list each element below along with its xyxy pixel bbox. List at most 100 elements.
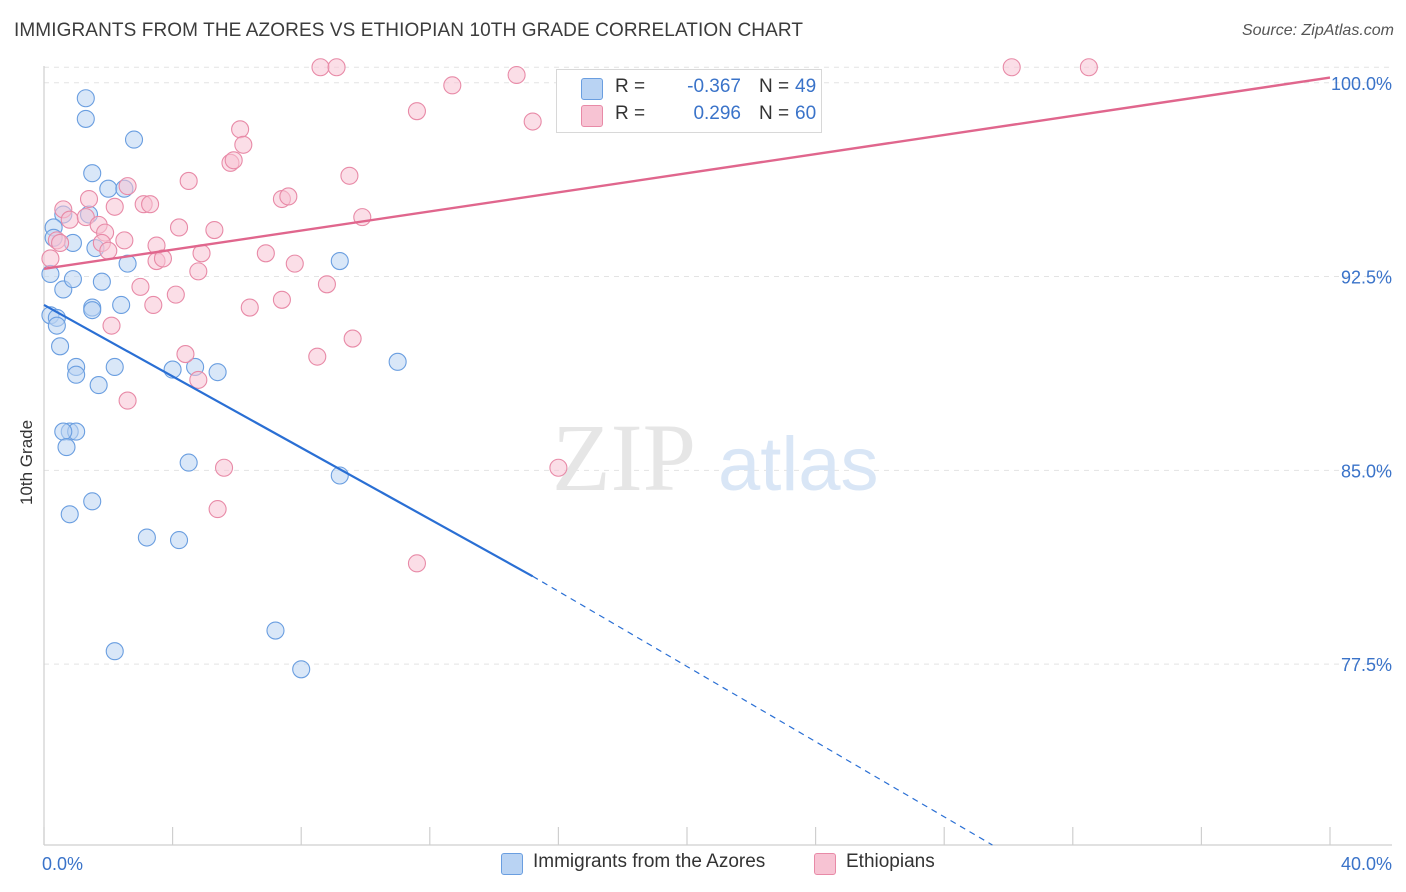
point-azores: [54, 422, 73, 441]
point-ethiopians: [214, 458, 234, 477]
x-tick-label-min: 0.0%: [42, 854, 83, 874]
y-tick-label: 85.0%: [1341, 461, 1392, 481]
point-ethiopians: [208, 500, 227, 519]
bottom-legend-swatch-azores: [501, 853, 523, 875]
point-ethiopians: [115, 231, 134, 250]
point-ethiopians: [118, 391, 137, 410]
y-axis-label-wrap: 10th Grade: [17, 420, 37, 605]
point-ethiopians: [51, 233, 70, 253]
point-ethiopians: [141, 195, 160, 214]
point-azores: [51, 337, 70, 356]
correlation-legend: R = -0.367 N = 49 R = 0.296 N = 60: [556, 69, 822, 133]
point-azores: [67, 365, 86, 384]
point-azores: [76, 89, 95, 108]
point-azores: [137, 528, 156, 547]
point-azores: [92, 272, 111, 291]
legend-r-label: R =: [615, 103, 646, 124]
point-ethiopians: [99, 241, 118, 260]
point-ethiopians: [311, 58, 330, 77]
point-azores: [76, 109, 95, 128]
source-label: Source: ZipAtlas.com: [1241, 22, 1394, 39]
point-ethiopians: [317, 275, 336, 294]
chart-title: IMMIGRANTS FROM THE AZORES VS ETHIOPIAN …: [14, 20, 804, 41]
point-azores: [112, 295, 131, 315]
point-azores: [83, 164, 102, 183]
legend-n-value-ethiopians: 60: [795, 103, 817, 124]
point-ethiopians: [231, 120, 250, 139]
point-ethiopians: [272, 290, 291, 309]
y-tick-label: 100.0%: [1331, 74, 1392, 94]
legend-swatch-ethiopians: [581, 105, 603, 127]
point-azores: [47, 316, 66, 335]
point-ethiopians: [407, 554, 426, 573]
point-azores: [169, 531, 189, 550]
legend-r-value-ethiopians: 0.296: [693, 103, 741, 124]
legend-swatch-azores: [581, 78, 603, 100]
point-azores: [208, 363, 227, 382]
point-azores: [105, 357, 124, 377]
point-azores: [292, 660, 311, 679]
point-azores: [388, 352, 407, 371]
point-ethiopians: [224, 151, 243, 170]
point-azores: [266, 621, 285, 640]
watermark: ZIP atlas: [552, 404, 879, 511]
point-azores: [83, 301, 102, 320]
point-ethiopians: [308, 347, 327, 366]
trend-line-ethiopians: [43, 76, 1331, 270]
legend-r-label: R =: [615, 76, 646, 97]
bottom-legend-swatch-ethiopians: [814, 853, 836, 875]
point-ethiopians: [285, 254, 304, 273]
point-azores: [124, 130, 144, 149]
point-ethiopians: [131, 277, 150, 296]
tick-labels: 77.5% 85.0% 92.5% 100.0% 0.0% 40.0%: [42, 74, 1392, 874]
point-ethiopians: [256, 244, 275, 263]
point-ethiopians: [176, 345, 195, 364]
trend-line-azores: [43, 304, 534, 578]
point-ethiopians: [169, 218, 189, 237]
point-ethiopians: [523, 112, 542, 131]
point-ethiopians: [118, 177, 137, 196]
watermark-atlas: atlas: [718, 422, 879, 507]
data-points: [41, 58, 1098, 679]
point-ethiopians: [205, 220, 224, 240]
point-ethiopians: [1079, 58, 1098, 77]
y-axis-label: 10th Grade: [17, 419, 36, 505]
point-ethiopians: [234, 135, 253, 154]
legend-n-label: N =: [759, 103, 790, 124]
trend-line-azores-extension: [532, 575, 993, 846]
point-azores: [330, 251, 349, 271]
point-ethiopians: [443, 76, 462, 95]
point-ethiopians: [340, 166, 359, 185]
point-azores: [99, 179, 118, 198]
point-ethiopians: [189, 370, 208, 389]
point-ethiopians: [79, 189, 99, 209]
point-ethiopians: [327, 58, 346, 77]
grid-lines: [44, 66, 1392, 665]
point-ethiopians: [105, 197, 124, 216]
point-azores: [105, 642, 124, 661]
point-azores: [63, 270, 82, 289]
point-azores: [83, 492, 102, 511]
point-azores: [179, 453, 198, 472]
point-ethiopians: [144, 295, 163, 315]
legend-n-value-azores: 49: [795, 76, 817, 97]
point-ethiopians: [102, 316, 121, 335]
point-azores: [57, 438, 76, 457]
point-azores: [60, 505, 79, 524]
bottom-legend-label-azores: Immigrants from the Azores: [533, 851, 766, 872]
y-tick-label: 92.5%: [1341, 268, 1392, 288]
bottom-legend-label-ethiopians: Ethiopians: [846, 851, 935, 872]
point-azores: [118, 254, 137, 273]
legend-r-value-azores: -0.367: [687, 76, 741, 97]
point-ethiopians: [1002, 58, 1021, 77]
point-ethiopians: [507, 65, 526, 85]
point-ethiopians: [166, 285, 185, 304]
point-ethiopians: [549, 458, 568, 477]
point-ethiopians: [240, 298, 259, 317]
point-ethiopians: [41, 249, 60, 268]
point-ethiopians: [279, 187, 298, 206]
trend-lines: [43, 76, 1331, 846]
point-ethiopians: [189, 262, 208, 281]
legend-n-label: N =: [759, 76, 790, 97]
point-azores: [89, 376, 108, 395]
